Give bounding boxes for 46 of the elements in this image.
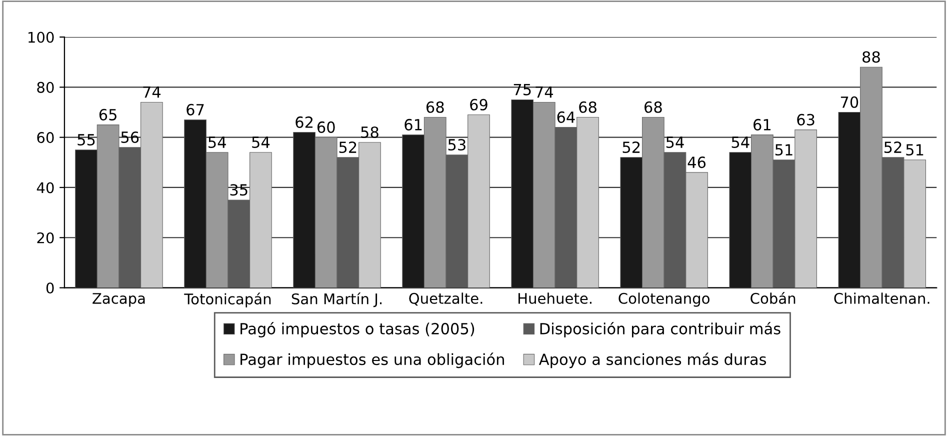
y-tick-label: 60 <box>37 132 54 144</box>
data-label: 68 <box>579 101 596 113</box>
data-label: 54 <box>732 136 750 148</box>
legend-label: Pagar impuestos es una obligación <box>240 352 504 368</box>
y-tick-label: 80 <box>37 82 54 93</box>
legend-label: Pagó impuestos o tasas (2005) <box>240 322 474 338</box>
data-label: 54 <box>252 136 270 148</box>
x-tick-label: Quetzalte. <box>409 292 482 306</box>
y-tick-label: 40 <box>36 182 54 194</box>
data-label: 60 <box>317 121 335 133</box>
data-label: 54 <box>666 136 684 148</box>
data-label: 54 <box>208 136 226 148</box>
data-label: 52 <box>339 141 356 154</box>
data-label: 51 <box>775 144 792 156</box>
y-tick-label: 0 <box>46 282 54 294</box>
legend-label: Disposición para contribuir más <box>540 322 780 338</box>
data-label: 65 <box>99 108 116 120</box>
data-label: 61 <box>754 118 770 130</box>
data-label: 64 <box>557 111 575 123</box>
data-label: 52 <box>884 141 902 154</box>
data-label: 63 <box>797 114 814 126</box>
data-label: 67 <box>186 104 204 116</box>
data-label: 68 <box>644 101 662 113</box>
data-label: 88 <box>862 51 880 63</box>
data-label: 70 <box>840 96 858 108</box>
x-tick-label: Zacapa <box>92 293 145 307</box>
x-tick-label: Cobán <box>750 292 796 304</box>
data-label: 68 <box>426 101 444 113</box>
data-label: 61 <box>404 118 422 130</box>
data-label: 52 <box>622 141 640 154</box>
y-tick-label: 100 <box>28 32 54 43</box>
x-tick-label: Colotenango <box>618 292 710 307</box>
data-label: 58 <box>361 126 378 138</box>
x-tick-label: Huehuete. <box>518 292 592 304</box>
data-label: 69 <box>470 98 488 110</box>
data-label: 62 <box>296 116 312 128</box>
x-tick-label: San Martín J. <box>292 292 382 308</box>
data-label: 74 <box>143 86 161 98</box>
data-label: 51 <box>906 144 924 156</box>
data-label: 74 <box>536 86 554 98</box>
legend-label: Apoyo a sanciones más duras <box>538 352 766 368</box>
data-label: 53 <box>448 138 466 151</box>
x-tick-label: Chimaltenan. <box>834 292 930 304</box>
y-tick-label: 20 <box>37 232 54 244</box>
x-tick-label: Totonicapán <box>184 292 271 308</box>
data-label: 46 <box>688 156 706 168</box>
